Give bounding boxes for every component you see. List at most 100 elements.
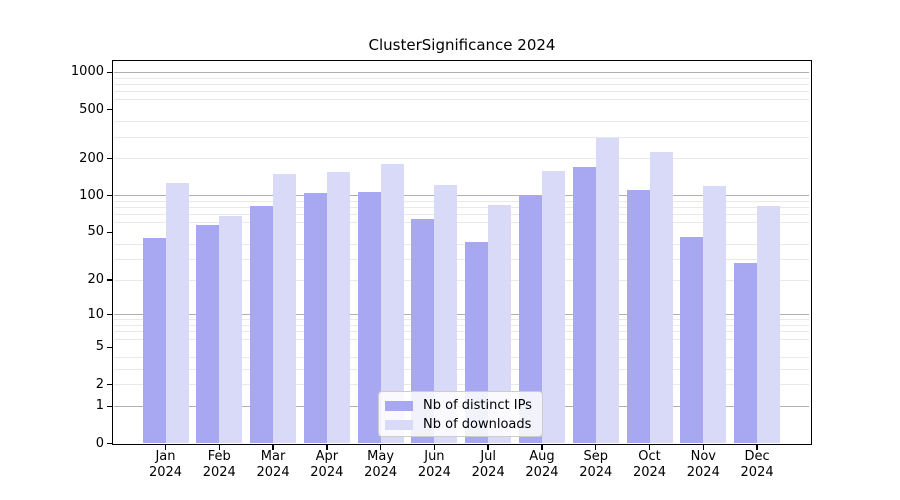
x-tick-label: Dec 2024	[740, 449, 774, 480]
bar-distinct-ips-dec	[734, 262, 758, 444]
minor-gridline	[113, 368, 809, 370]
bar-distinct-ips-jun	[411, 219, 435, 444]
x-tick-mark	[541, 445, 543, 450]
legend-label-distinct-ips: Nb of distinct IPs	[423, 398, 532, 413]
minor-gridline	[113, 325, 809, 326]
bar-downloads-mar	[273, 174, 297, 444]
x-tick-label: Feb 2024	[202, 449, 236, 480]
chart-title: ClusterSignificance 2024	[368, 36, 556, 54]
bar-downloads-aug	[541, 171, 565, 444]
minor-gridline	[113, 77, 809, 79]
y-tick-mark	[107, 442, 112, 445]
minor-gridline	[113, 356, 809, 358]
x-tick-mark	[164, 445, 167, 450]
minor-gridline	[113, 200, 809, 202]
bar-downloads-jan	[165, 182, 189, 444]
x-tick-mark	[487, 445, 489, 450]
bar-downloads-sep	[595, 138, 619, 444]
minor-gridline	[113, 331, 809, 333]
y-tick-mark	[107, 383, 112, 386]
minor-gridline	[113, 121, 809, 123]
minor-gridline	[113, 222, 809, 224]
bar-downloads-nov	[703, 186, 727, 444]
minor-gridline	[113, 136, 809, 138]
y-tick-mark	[107, 108, 112, 111]
major-gridline	[113, 195, 809, 197]
y-tick-mark	[107, 194, 112, 197]
y-tick-mark	[107, 405, 112, 408]
x-tick-mark	[594, 445, 597, 450]
minor-gridline	[113, 83, 809, 85]
y-tick-mark	[107, 231, 112, 234]
legend: Nb of distinct IPs Nb of downloads	[378, 391, 543, 437]
minor-gridline	[113, 99, 809, 101]
x-tick-label: Mar 2024	[256, 449, 290, 480]
x-tick-mark	[433, 445, 436, 450]
y-tick-label: 2	[95, 376, 104, 392]
minor-gridline	[113, 319, 809, 321]
bar-distinct-ips-oct	[626, 189, 650, 444]
minor-gridline	[113, 91, 809, 93]
major-gridline	[113, 71, 809, 73]
minor-gridline	[113, 214, 809, 216]
bar-downloads-apr	[326, 172, 350, 444]
minor-gridline	[113, 338, 809, 340]
legend-item-distinct-ips: Nb of distinct IPs	[385, 396, 542, 415]
minor-gridline	[113, 158, 809, 160]
legend-label-downloads: Nb of downloads	[423, 417, 532, 432]
y-tick-mark	[107, 313, 112, 316]
bar-downloads-feb	[219, 216, 243, 444]
x-tick-label: Sep 2024	[579, 449, 613, 480]
x-tick-label: Nov 2024	[686, 449, 720, 480]
major-gridline	[113, 314, 809, 316]
bar-distinct-ips-sep	[572, 167, 596, 444]
x-tick-mark	[756, 445, 758, 450]
minor-gridline	[113, 243, 809, 245]
x-tick-mark	[379, 445, 382, 450]
minor-gridline	[113, 384, 809, 385]
x-tick-label: Jun 2024	[417, 449, 451, 480]
x-tick-mark	[702, 445, 705, 450]
x-tick-label: Oct 2024	[632, 449, 667, 480]
y-tick-mark	[107, 279, 112, 281]
bar-downloads-oct	[649, 151, 673, 444]
x-tick-mark	[326, 445, 328, 450]
y-tick-mark	[107, 157, 112, 160]
bar-distinct-ips-mar	[250, 206, 274, 444]
bar-distinct-ips-nov	[680, 236, 704, 444]
bar-distinct-ips-feb	[196, 225, 220, 444]
legend-item-downloads: Nb of downloads	[385, 415, 542, 434]
y-tick-label: 1000	[70, 64, 104, 80]
bar-downloads-jun	[434, 185, 458, 444]
y-tick-label: 0	[95, 435, 104, 451]
minor-gridline	[113, 258, 809, 260]
minor-gridline	[113, 207, 809, 209]
bar-distinct-ips-apr	[303, 193, 327, 444]
legend-swatch-distinct-ips-icon	[385, 400, 413, 411]
x-tick-mark	[272, 445, 274, 450]
y-tick-label: 200	[79, 150, 104, 166]
x-tick-label: Jul 2024	[471, 449, 505, 480]
bar-distinct-ips-may	[357, 192, 381, 444]
x-tick-label: Apr 2024	[310, 449, 344, 480]
x-tick-mark	[648, 445, 651, 450]
x-tick-label: Jan 2024	[148, 449, 183, 480]
bar-distinct-ips-aug	[518, 195, 542, 444]
bar-distinct-ips-jan	[142, 237, 166, 444]
bar-downloads-may	[380, 164, 404, 444]
y-tick-mark	[107, 71, 112, 74]
y-tick-label: 5	[95, 339, 104, 355]
y-tick-label: 100	[79, 187, 104, 203]
y-tick-label: 50	[87, 224, 104, 240]
y-tick-label: 10	[87, 306, 104, 322]
bar-downloads-dec	[757, 206, 781, 444]
bar-downloads-jul	[488, 204, 512, 444]
y-tick-label: 1	[95, 398, 104, 414]
minor-gridline	[113, 279, 809, 281]
x-tick-label: May 2024	[364, 449, 398, 480]
legend-swatch-downloads-icon	[385, 419, 413, 430]
y-tick-label: 20	[87, 272, 104, 287]
x-tick-label: Aug 2024	[525, 449, 559, 480]
y-tick-mark	[107, 346, 112, 349]
